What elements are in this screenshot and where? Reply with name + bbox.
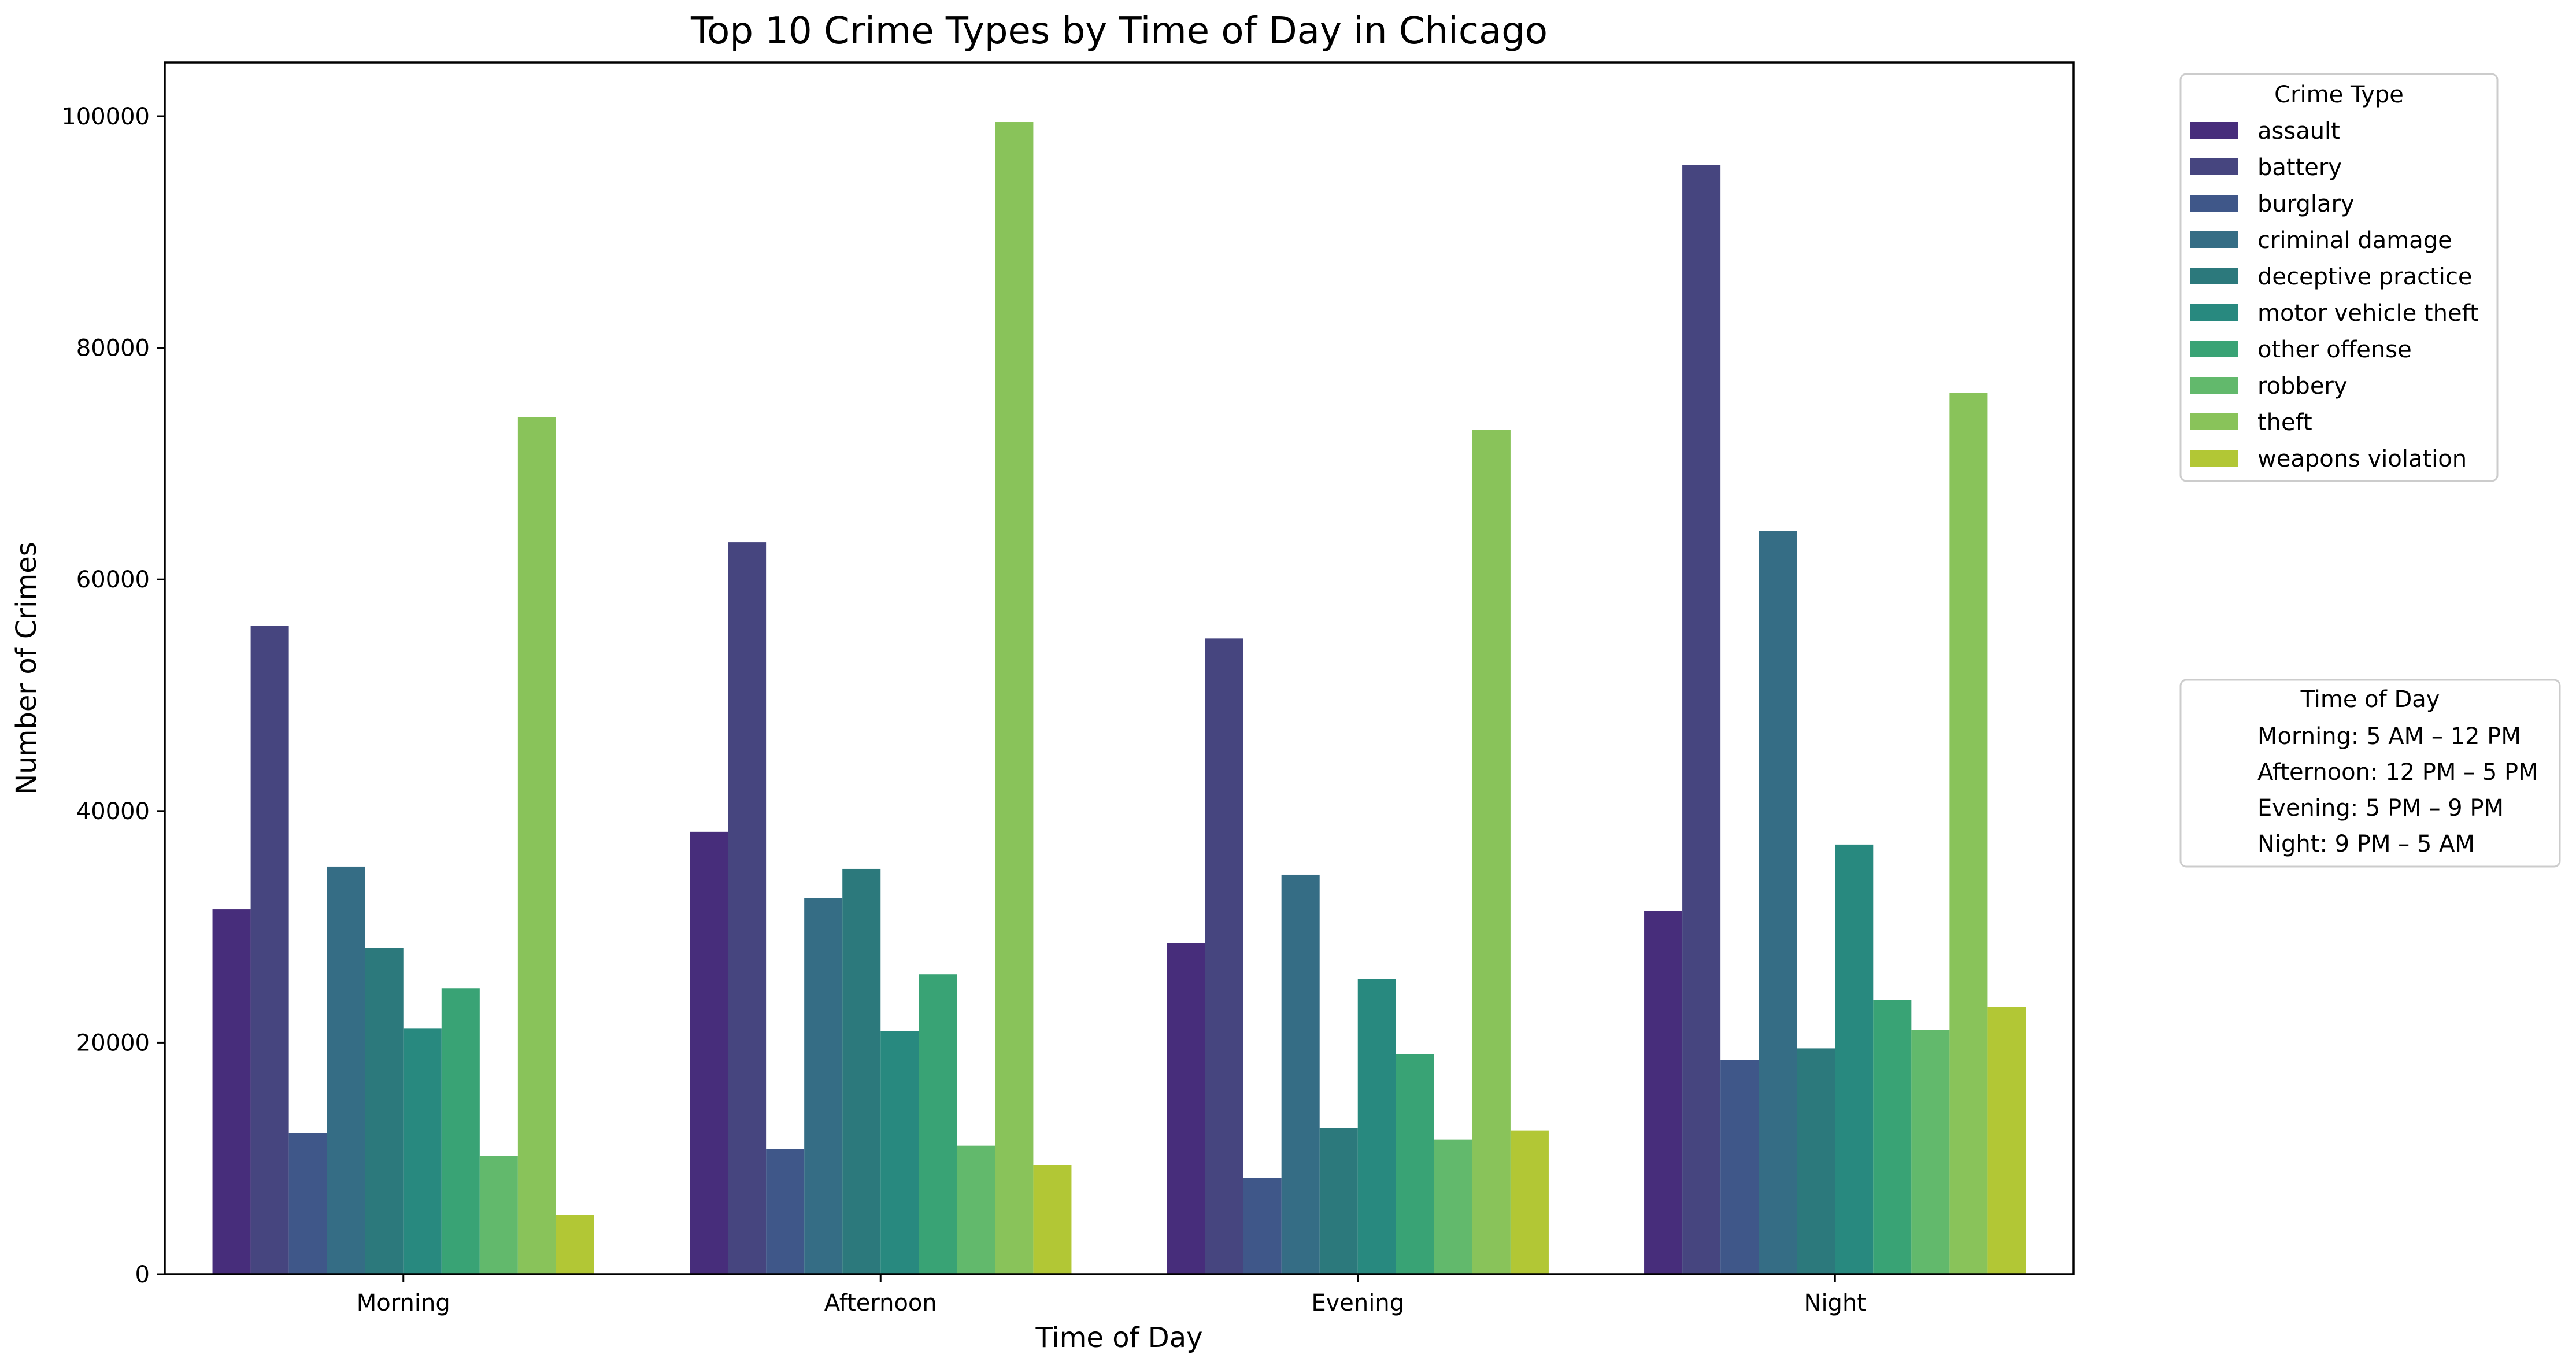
legend-frame	[2179, 73, 2499, 482]
legend-swatch-weapons-violation	[2190, 450, 2238, 467]
bar-night-assault	[1644, 911, 1683, 1274]
bar-night-weapons-violation	[1987, 1007, 2026, 1274]
bar-evening-theft	[1472, 430, 1511, 1274]
legend-label-motor-vehicle-theft: motor vehicle theft	[2257, 300, 2479, 327]
legend-swatch-robbery	[2190, 377, 2238, 394]
legend-swatch-burglary	[2190, 195, 2238, 212]
bar-evening-battery	[1205, 638, 1243, 1274]
bar-evening-other-offense	[1396, 1054, 1434, 1274]
bar-night-other-offense	[1873, 1000, 1912, 1274]
bar-evening-weapons-violation	[1510, 1130, 1549, 1274]
bar-evening-assault	[1167, 943, 1205, 1274]
bar-morning-battery	[250, 626, 289, 1274]
bar-evening-motor-vehicle-theft	[1357, 979, 1396, 1274]
bar-evening-deceptive-practice	[1319, 1128, 1358, 1274]
bar-morning-weapons-violation	[556, 1215, 594, 1274]
y-axis: 0 20000 40000 60000 80000 100000	[61, 103, 165, 1288]
legend-swatch-assault	[2190, 122, 2238, 139]
y-tick-label: 20000	[76, 1030, 150, 1056]
time-of-day-note: Time of Day Morning: 5 AM – 12 PM Aftern…	[2179, 679, 2561, 868]
bar-afternoon-motor-vehicle-theft	[880, 1031, 919, 1274]
x-tick-label-afternoon: Afternoon	[824, 1290, 937, 1316]
legend-label-battery: battery	[2257, 154, 2342, 181]
legend-swatch-criminal-damage	[2190, 231, 2238, 248]
bar-night-theft	[1949, 393, 1988, 1274]
bar-morning-other-offense	[441, 988, 480, 1274]
legend-label-robbery: robbery	[2257, 373, 2348, 399]
bar-evening-criminal-damage	[1281, 874, 1320, 1274]
y-tick-label: 80000	[76, 335, 150, 362]
legend: Crime Type assault battery burglary crimina…	[2179, 73, 2499, 482]
bar-night-criminal-damage	[1759, 531, 1797, 1274]
bar-morning-theft	[517, 417, 556, 1274]
legend-label-weapons-violation: weapons violation	[2257, 446, 2467, 472]
plot-frame	[164, 61, 2075, 1275]
bar-afternoon-robbery	[957, 1145, 995, 1274]
legend-label-assault: assault	[2257, 118, 2340, 145]
bar-morning-robbery	[479, 1156, 518, 1274]
bar-morning-burglary	[288, 1133, 327, 1274]
bar-afternoon-battery	[728, 542, 767, 1274]
legend-swatch-theft	[2190, 413, 2238, 430]
bar-evening-robbery	[1434, 1139, 1472, 1274]
bar-morning-assault	[212, 909, 251, 1274]
x-tick-label-evening: Evening	[1311, 1290, 1404, 1316]
bar-morning-motor-vehicle-theft	[403, 1028, 442, 1274]
bar-afternoon-weapons-violation	[1033, 1165, 1072, 1274]
legend-title: Crime Type	[2274, 82, 2404, 108]
note-frame	[2179, 679, 2561, 868]
x-tick-label-morning: Morning	[357, 1290, 450, 1316]
x-axis-label: Time of Day	[1035, 1322, 1202, 1354]
bars-group	[212, 122, 2026, 1274]
note-line-night: Night: 9 PM – 5 AM	[2257, 831, 2475, 857]
note-line-evening: Evening: 5 PM – 9 PM	[2257, 795, 2504, 822]
legend-label-theft: theft	[2257, 409, 2312, 436]
x-tick-label-night: Night	[1804, 1290, 1866, 1316]
bar-afternoon-theft	[995, 122, 1034, 1274]
bar-night-motor-vehicle-theft	[1835, 844, 1874, 1274]
bar-night-robbery	[1911, 1030, 1950, 1274]
note-title: Time of Day	[2300, 686, 2440, 713]
bar-morning-criminal-damage	[327, 866, 365, 1274]
legend-label-criminal-damage: criminal damage	[2257, 227, 2452, 254]
legend-swatch-deceptive-practice	[2190, 268, 2238, 284]
bar-afternoon-assault	[690, 831, 728, 1274]
legend-label-burglary: burglary	[2257, 191, 2355, 217]
bar-night-burglary	[1720, 1060, 1759, 1274]
legend-swatch-other-offense	[2190, 341, 2238, 357]
bar-evening-burglary	[1243, 1178, 1282, 1274]
legend-label-other-offense: other offense	[2257, 336, 2412, 363]
y-tick-label: 40000	[76, 798, 150, 825]
y-tick-label: 60000	[76, 567, 150, 593]
note-line-morning: Morning: 5 AM – 12 PM	[2257, 723, 2521, 750]
y-tick-label: 100000	[61, 103, 150, 130]
note-line-afternoon: Afternoon: 12 PM – 5 PM	[2257, 759, 2538, 786]
bar-night-battery	[1682, 165, 1721, 1274]
legend-label-deceptive-practice: deceptive practice	[2257, 264, 2473, 290]
y-tick-label: 0	[135, 1261, 150, 1288]
legend-entries: assault battery burglary criminal damage dec…	[2190, 118, 2479, 472]
bar-morning-deceptive-practice	[365, 948, 404, 1274]
legend-swatch-motor-vehicle-theft	[2190, 304, 2238, 321]
chart-title: Top 10 Crime Types by Time of Day in Chi…	[690, 10, 1548, 53]
x-axis: Morning Afternoon Evening Night	[357, 1274, 1866, 1316]
bar-afternoon-deceptive-practice	[842, 868, 881, 1274]
legend-swatch-battery	[2190, 158, 2238, 175]
y-axis-label: Number of Crimes	[10, 542, 43, 794]
bar-afternoon-burglary	[766, 1149, 805, 1274]
bar-afternoon-other-offense	[919, 974, 957, 1274]
bar-afternoon-criminal-damage	[804, 898, 843, 1274]
bar-night-deceptive-practice	[1797, 1048, 1835, 1274]
